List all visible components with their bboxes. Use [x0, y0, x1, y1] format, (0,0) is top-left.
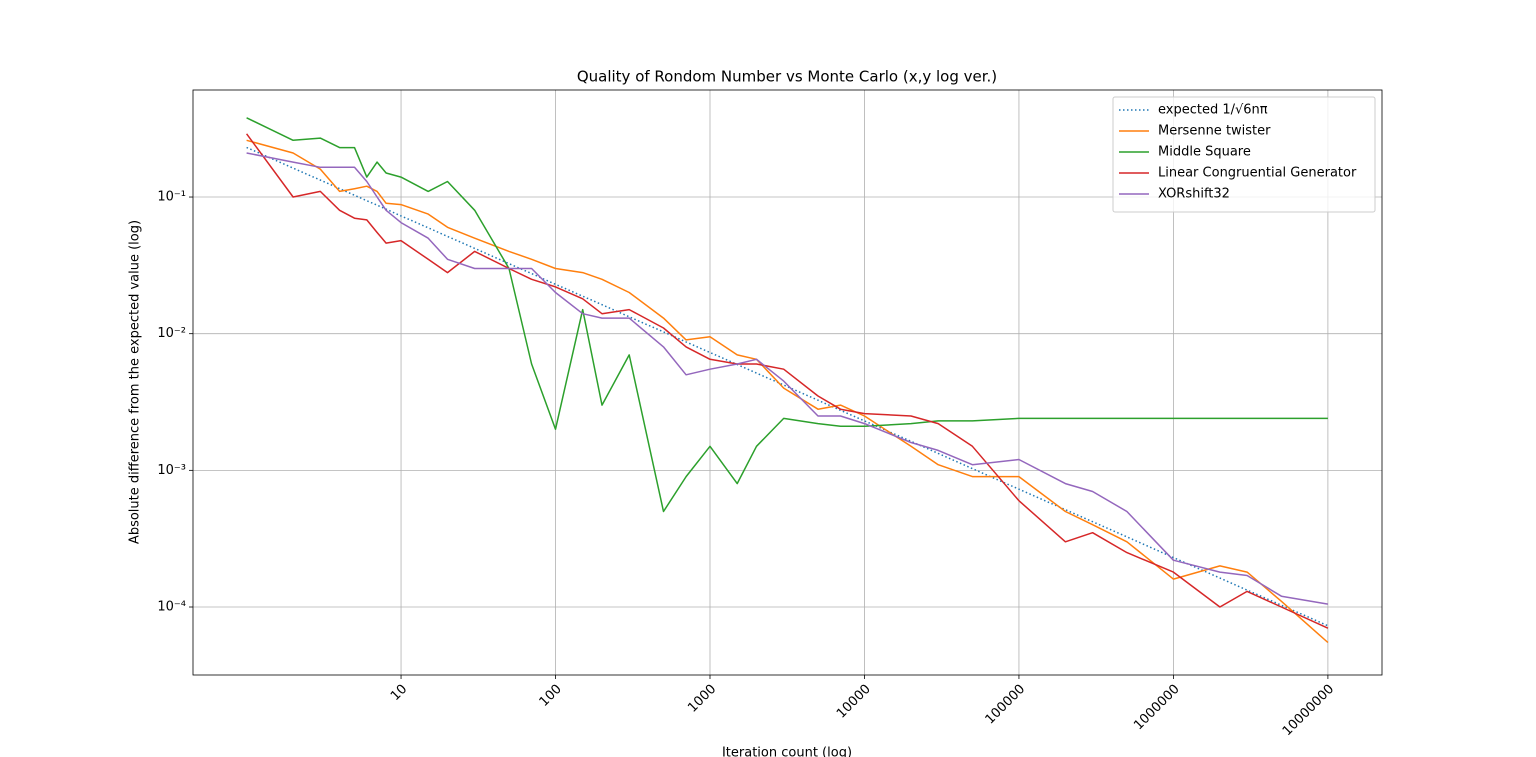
y-tick-label: 10⁻²	[157, 326, 186, 341]
chart-title: Quality of Rondom Number vs Monte Carlo …	[577, 68, 997, 86]
legend-label: expected 1/√6nπ	[1158, 103, 1268, 118]
x-tick-label: 100	[537, 682, 565, 710]
legend-label: Mersenne twister	[1158, 124, 1271, 139]
x-tick-label: 10000000	[1280, 682, 1337, 739]
legend-label: XORshift32	[1158, 187, 1230, 202]
y-axis-label: Absolute difference from the expected va…	[128, 220, 143, 544]
series-line	[246, 139, 1329, 644]
plot-frame	[192, 89, 1383, 676]
y-tick-label: 10⁻⁴	[157, 600, 186, 615]
legend-label: Middle Square	[1158, 145, 1251, 160]
x-tick-label: 100000	[983, 682, 1029, 728]
legend-label: Linear Congruential Generator	[1158, 166, 1357, 181]
x-tick-label: 1000000	[1131, 682, 1183, 734]
x-tick-label: 1000	[685, 682, 719, 716]
series-line	[245, 133, 1329, 629]
series-line	[246, 152, 1329, 605]
x-tick-label: 10	[388, 682, 410, 704]
y-tick-label: 10⁻¹	[157, 190, 186, 205]
legend-box	[1112, 96, 1376, 213]
y-tick-label: 10⁻³	[157, 463, 186, 478]
x-axis-label: Iteration count (log)	[722, 746, 852, 757]
series-line	[246, 117, 1328, 513]
series-line	[246, 146, 1329, 627]
x-tick-label: 10000	[834, 682, 874, 722]
